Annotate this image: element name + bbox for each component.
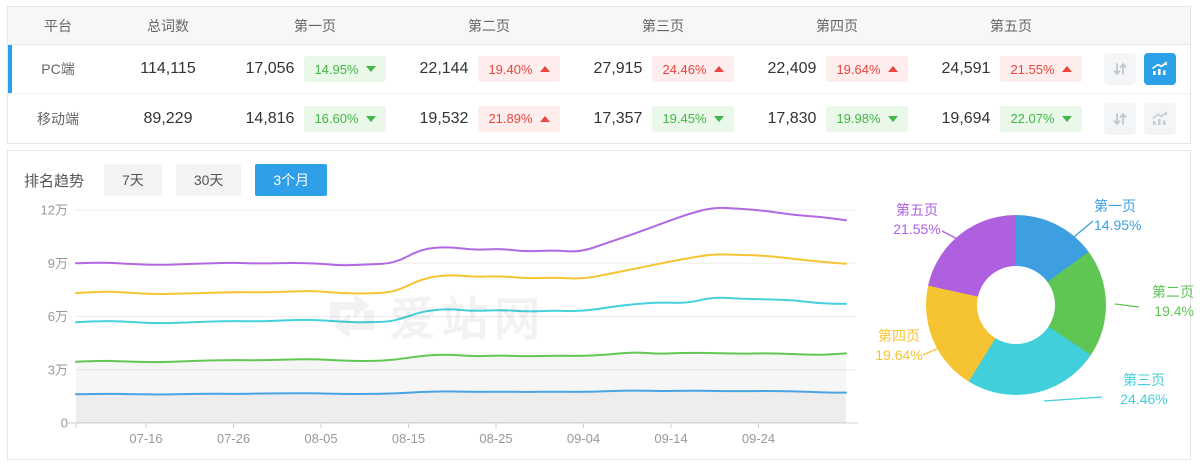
trend-header: 排名趋势 7天 30天 3个月 xyxy=(8,151,1190,196)
page4-cell: 17,830 19.98% xyxy=(750,105,924,132)
svg-text:09-14: 09-14 xyxy=(654,431,687,446)
trend-arrow-icon xyxy=(365,115,376,122)
donut-label-page2: 第二页 19.4% xyxy=(1152,284,1194,319)
rank-trend-panel: 排名趋势 7天 30天 3个月 0 3万 6万 9万 12万 07-16 07-26 08-0… xyxy=(7,150,1194,460)
page1-cell: 17,056 14.95% xyxy=(228,56,402,82)
donut-label-page1: 第一页 14.95% xyxy=(1094,198,1142,233)
col-header-page4: 第四页 xyxy=(816,17,858,34)
rank-trend-line-chart: 0 3万 6万 9万 12万 07-16 07-26 08-05 08-15 08-25 09-04… xyxy=(8,187,868,453)
svg-text:08-15: 08-15 xyxy=(392,431,425,446)
trend-arrow-icon xyxy=(1061,115,1072,122)
line-chart-canvas: 0 3万 6万 9万 12万 07-16 07-26 08-05 08-15 08-25 09-04… xyxy=(41,203,858,446)
total-keywords: 114,115 xyxy=(140,60,196,77)
row-actions xyxy=(1098,53,1190,85)
page2-change-badge: 19.40% xyxy=(478,56,560,82)
sort-button[interactable] xyxy=(1104,53,1136,85)
svg-text:6万: 6万 xyxy=(48,309,68,324)
col-header-total: 总词数 xyxy=(147,17,189,34)
page4-change-badge: 19.64% xyxy=(826,56,908,82)
tab-30-days[interactable]: 30天 xyxy=(175,164,242,196)
svg-text:07-26: 07-26 xyxy=(217,431,250,446)
page1-cell: 14,816 16.60% xyxy=(228,105,402,132)
table-header-row: 平台 总词数 第一页 第二页 第三页 第四页 第五页 xyxy=(8,7,1190,45)
page2-cell: 22,144 19.40% xyxy=(402,56,576,82)
col-header-page1: 第一页 xyxy=(294,17,336,34)
tab-7-days[interactable]: 7天 xyxy=(104,164,162,196)
total-keywords: 89,229 xyxy=(143,109,193,127)
donut-hole xyxy=(977,266,1055,344)
trend-chart-button[interactable] xyxy=(1144,53,1176,85)
donut-label-page5: 第五页 21.55% xyxy=(893,202,941,237)
page5-count: 19,694 xyxy=(941,109,991,127)
donut-label-page4: 第四页 19.64% xyxy=(875,328,923,363)
svg-text:08-05: 08-05 xyxy=(304,431,337,446)
page1-change-badge: 16.60% xyxy=(304,105,386,132)
svg-text:9万: 9万 xyxy=(48,256,68,271)
page1-count: 17,056 xyxy=(245,60,295,77)
trend-arrow-icon xyxy=(887,66,898,72)
tab-3-months[interactable]: 3个月 xyxy=(255,164,328,196)
page2-change-badge: 21.89% xyxy=(478,105,560,132)
page5-cell: 24,591 21.55% xyxy=(924,56,1098,82)
trend-arrow-icon xyxy=(539,66,550,72)
page2-count: 19,532 xyxy=(419,109,469,127)
up-down-arrows-icon xyxy=(1113,112,1127,125)
row-actions xyxy=(1098,102,1190,135)
keyword-rank-table: 平台 总词数 第一页 第二页 第三页 第四页 第五页 PC端 114,115 1… xyxy=(7,6,1191,144)
page4-count: 22,409 xyxy=(767,60,817,77)
trend-arrow-icon xyxy=(365,66,376,72)
svg-text:12万: 12万 xyxy=(41,203,68,218)
page3-change-badge: 24.46% xyxy=(652,56,734,82)
line-chart-icon xyxy=(1152,61,1167,75)
page5-cell: 19,694 22.07% xyxy=(924,105,1098,132)
col-header-page3: 第三页 xyxy=(642,17,684,34)
col-header-platform: 平台 xyxy=(44,17,72,34)
svg-text:07-16: 07-16 xyxy=(129,431,162,446)
page2-count: 22,144 xyxy=(419,60,469,77)
sort-button[interactable] xyxy=(1104,102,1136,135)
page4-change-badge: 19.98% xyxy=(826,105,908,132)
trend-chart-button[interactable] xyxy=(1144,102,1176,135)
col-header-page5: 第五页 xyxy=(990,17,1032,34)
trend-title: 排名趋势 xyxy=(24,172,85,190)
page3-count: 17,357 xyxy=(593,109,643,127)
svg-text:08-25: 08-25 xyxy=(479,431,512,446)
page3-count: 27,915 xyxy=(593,60,643,77)
platform-label: PC端 xyxy=(41,61,75,77)
line-chart-icon xyxy=(1152,111,1167,125)
page5-change-badge: 21.55% xyxy=(1000,56,1082,82)
page5-change-badge: 22.07% xyxy=(1000,105,1082,132)
platform-label: 移动端 xyxy=(37,110,79,127)
page-share-donut-chart: 第一页 14.95% 第二页 19.4% 第三页 24.46% 第四页 19.6… xyxy=(866,187,1196,427)
trend-arrow-icon xyxy=(887,115,898,122)
table-row-mobile[interactable]: 移动端 89,229 14,816 16.60% 19,532 21.89% 1… xyxy=(8,94,1190,143)
donut-leader-lines xyxy=(922,220,1140,402)
trend-arrow-icon xyxy=(539,115,550,122)
page1-change-badge: 14.95% xyxy=(304,56,386,82)
page3-change-badge: 19.45% xyxy=(652,105,734,132)
donut-label-page3: 第三页 24.46% xyxy=(1120,372,1168,407)
svg-text:3万: 3万 xyxy=(48,362,68,377)
trend-arrow-icon xyxy=(713,66,724,72)
svg-text:09-04: 09-04 xyxy=(567,431,600,446)
page1-count: 14,816 xyxy=(245,109,295,127)
svg-text:09-24: 09-24 xyxy=(742,431,775,446)
page2-cell: 19,532 21.89% xyxy=(402,105,576,132)
trend-arrow-icon xyxy=(713,115,724,122)
trend-arrow-icon xyxy=(1061,66,1072,72)
svg-text:0: 0 xyxy=(61,416,68,431)
page3-cell: 17,357 19.45% xyxy=(576,105,750,132)
page5-count: 24,591 xyxy=(941,60,991,77)
col-header-page2: 第二页 xyxy=(468,17,510,34)
up-down-arrows-icon xyxy=(1113,63,1127,75)
table-row-pc[interactable]: PC端 114,115 17,056 14.95% 22,144 19.40% … xyxy=(8,45,1190,94)
page4-cell: 22,409 19.64% xyxy=(750,56,924,82)
page3-cell: 27,915 24.46% xyxy=(576,56,750,82)
page4-count: 17,830 xyxy=(767,109,817,127)
